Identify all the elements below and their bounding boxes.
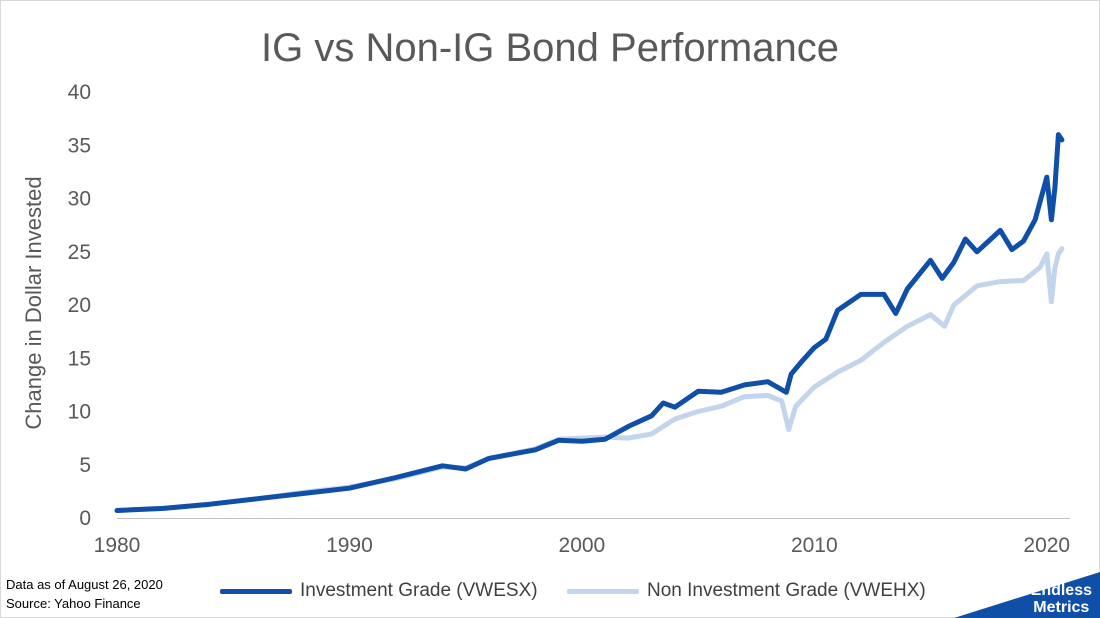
y-tick-label: 10 bbox=[68, 401, 91, 424]
series-line-non-investment-grade bbox=[114, 246, 1065, 513]
legend-item-investment-grade: Investment Grade (VWESX) bbox=[220, 576, 538, 606]
y-tick-label: 30 bbox=[68, 188, 91, 211]
chart-title: IG vs Non-IG Bond Performance bbox=[260, 26, 839, 70]
y-tick-label: 25 bbox=[68, 241, 91, 264]
x-tick-label: 2010 bbox=[791, 534, 838, 557]
x-tick-label: 2020 bbox=[1023, 534, 1070, 557]
legend-swatch-non-investment-grade bbox=[567, 588, 639, 594]
logo-text: Endless Metrics bbox=[1031, 582, 1092, 616]
legend-label-investment-grade: Investment Grade (VWESX) bbox=[300, 580, 538, 601]
legend-swatch-investment-grade bbox=[220, 588, 292, 594]
x-tick-label: 1990 bbox=[326, 534, 373, 557]
footnote-date: Data as of August 26, 2020 bbox=[6, 577, 163, 592]
legend-item-non-investment-grade: Non Investment Grade (VWEHX) bbox=[567, 576, 926, 606]
y-tick-label: 20 bbox=[68, 294, 91, 317]
legend-label-non-investment-grade: Non Investment Grade (VWEHX) bbox=[647, 580, 926, 601]
logo-line-2: Metrics bbox=[1033, 599, 1090, 616]
series-line-investment-grade bbox=[114, 132, 1065, 513]
y-tick-label: 0 bbox=[79, 507, 91, 530]
y-tick-label: 35 bbox=[68, 134, 91, 157]
y-tick-label: 15 bbox=[68, 347, 91, 370]
footnote-source: Source: Yahoo Finance bbox=[6, 596, 141, 611]
logo-line-1: Endless bbox=[1030, 582, 1092, 599]
y-tick-label: 40 bbox=[68, 81, 91, 104]
x-tick-label: 1980 bbox=[94, 534, 141, 557]
y-tick-label: 5 bbox=[79, 454, 91, 477]
endless-metrics-logo: Endless Metrics bbox=[954, 572, 1100, 618]
x-tick-label: 2000 bbox=[559, 534, 606, 557]
